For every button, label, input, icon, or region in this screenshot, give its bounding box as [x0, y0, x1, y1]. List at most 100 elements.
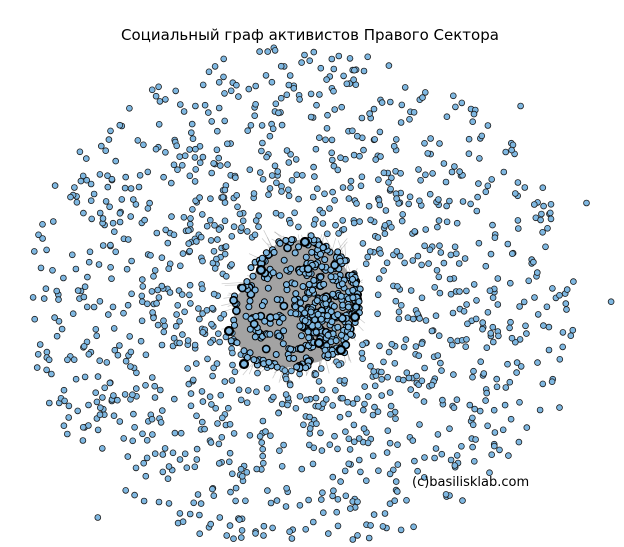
peripheral-node: [402, 336, 410, 343]
peripheral-node: [215, 460, 223, 467]
peripheral-node: [258, 122, 266, 129]
peripheral-node: [309, 460, 317, 468]
peripheral-node: [230, 223, 238, 231]
peripheral-node: [323, 230, 331, 238]
peripheral-node: [51, 314, 58, 321]
peripheral-node: [486, 287, 494, 295]
core-node: [246, 297, 254, 305]
peripheral-node: [362, 477, 370, 485]
peripheral-node: [181, 450, 189, 458]
peripheral-node: [189, 135, 197, 143]
peripheral-node: [428, 327, 436, 335]
peripheral-node: [80, 209, 87, 217]
peripheral-node: [354, 498, 361, 506]
peripheral-node: [473, 207, 481, 215]
peripheral-node: [386, 98, 394, 106]
peripheral-node: [484, 182, 492, 190]
peripheral-node: [49, 218, 57, 225]
peripheral-node: [153, 300, 160, 307]
peripheral-node: [407, 386, 415, 393]
peripheral-node: [96, 411, 104, 419]
peripheral-node: [80, 293, 88, 301]
peripheral-node: [384, 373, 391, 381]
peripheral-node: [288, 177, 296, 184]
peripheral-node: [337, 478, 344, 485]
peripheral-node: [116, 218, 124, 226]
core-node: [307, 308, 315, 316]
peripheral-node: [233, 81, 240, 89]
peripheral-node: [252, 101, 259, 108]
peripheral-node: [246, 431, 254, 439]
peripheral-node: [215, 330, 222, 338]
peripheral-node: [385, 348, 393, 356]
core-node: [327, 273, 335, 281]
peripheral-node: [128, 257, 135, 265]
core-node: [334, 311, 342, 319]
peripheral-node: [409, 437, 417, 444]
peripheral-node: [227, 488, 234, 496]
peripheral-node: [67, 193, 74, 201]
peripheral-node: [537, 216, 544, 224]
peripheral-node: [254, 369, 261, 377]
peripheral-node: [96, 171, 104, 178]
peripheral-node: [421, 89, 429, 96]
peripheral-node: [376, 128, 384, 136]
core-node: [282, 237, 290, 244]
peripheral-node: [462, 343, 470, 351]
peripheral-node: [211, 265, 219, 272]
peripheral-node: [319, 509, 327, 517]
peripheral-node: [326, 441, 334, 449]
peripheral-node: [377, 153, 384, 160]
core-node: [305, 334, 313, 342]
peripheral-node: [127, 213, 134, 220]
peripheral-node: [43, 348, 51, 356]
peripheral-node: [439, 396, 446, 404]
peripheral-node: [283, 484, 290, 492]
peripheral-node: [196, 511, 203, 519]
peripheral-node: [291, 209, 298, 217]
peripheral-node: [186, 247, 194, 255]
peripheral-node: [523, 424, 531, 431]
peripheral-node: [494, 275, 502, 282]
peripheral-node: [346, 55, 354, 62]
peripheral-node: [393, 195, 400, 202]
peripheral-node: [375, 467, 382, 475]
core-node: [251, 286, 259, 294]
peripheral-node: [331, 432, 338, 440]
peripheral-node: [392, 297, 400, 305]
peripheral-node: [394, 461, 402, 468]
peripheral-node: [260, 522, 268, 530]
peripheral-node: [76, 148, 84, 156]
peripheral-node: [236, 516, 243, 523]
core-node: [269, 269, 277, 277]
peripheral-node: [286, 381, 294, 389]
peripheral-node: [412, 343, 420, 350]
core-node: [272, 313, 280, 321]
peripheral-node: [126, 105, 133, 112]
peripheral-node: [371, 382, 379, 390]
peripheral-node: [58, 325, 66, 333]
peripheral-node: [324, 111, 331, 119]
peripheral-node: [65, 414, 72, 421]
peripheral-node: [136, 172, 144, 179]
peripheral-node: [108, 175, 116, 183]
peripheral-node: [96, 297, 104, 305]
peripheral-node: [95, 261, 103, 268]
peripheral-node: [395, 308, 403, 316]
peripheral-node: [86, 248, 94, 256]
peripheral-node: [228, 377, 236, 384]
peripheral-node: [447, 290, 455, 298]
peripheral-node: [374, 291, 382, 299]
peripheral-node: [556, 355, 564, 363]
peripheral-node: [285, 159, 293, 166]
peripheral-node: [186, 510, 194, 518]
peripheral-node: [221, 117, 229, 125]
peripheral-node: [210, 364, 217, 372]
peripheral-node: [212, 404, 220, 412]
peripheral-node: [61, 397, 68, 405]
peripheral-node: [37, 264, 45, 272]
peripheral-node: [538, 210, 545, 218]
peripheral-node: [83, 176, 90, 184]
peripheral-node: [469, 118, 477, 125]
peripheral-node: [458, 442, 465, 450]
